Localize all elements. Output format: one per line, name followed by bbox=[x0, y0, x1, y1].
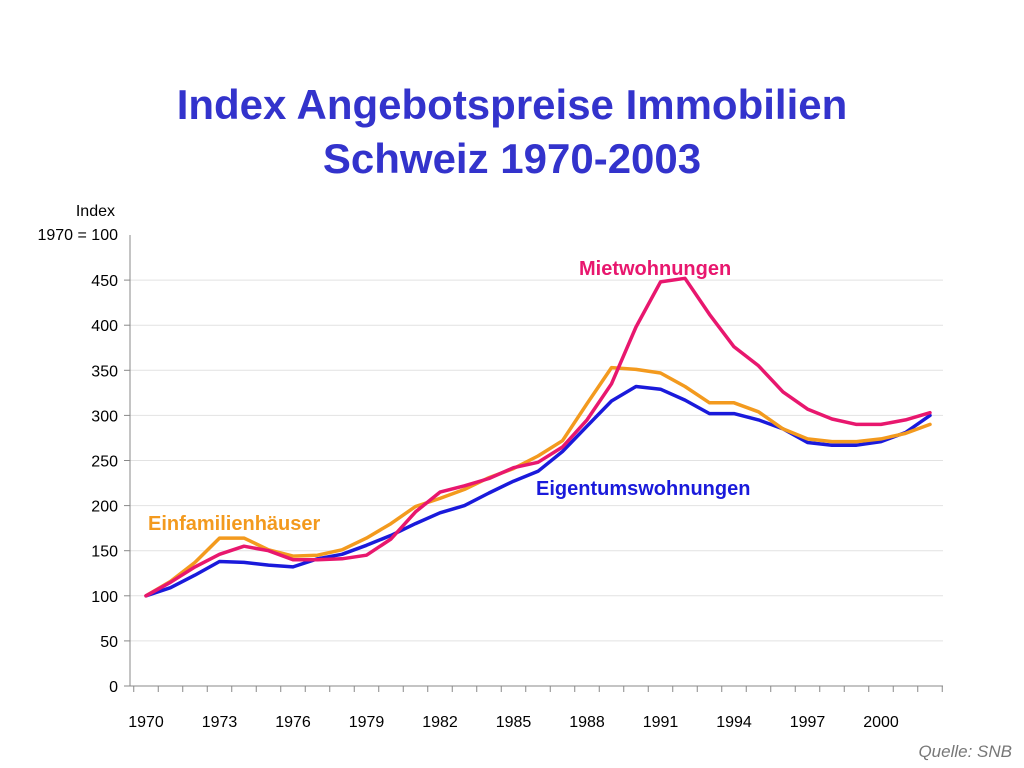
series-label-mietwohnungen: Mietwohnungen bbox=[579, 258, 731, 280]
y-tick-label: 0 bbox=[109, 679, 118, 696]
series-label-einfamilienhaeuser: Einfamilienhäuser bbox=[148, 513, 320, 535]
x-tick-label: 1985 bbox=[496, 714, 532, 731]
x-tick-label: 2000 bbox=[863, 714, 899, 731]
x-tick-label: 1997 bbox=[790, 714, 826, 731]
x-tick-label: 1991 bbox=[643, 714, 679, 731]
x-tick-label: 1976 bbox=[275, 714, 311, 731]
y-axis-unit-label-line2: 1970 = 100 bbox=[37, 227, 118, 244]
x-tick-label: 1982 bbox=[422, 714, 458, 731]
x-tick-label: 1970 bbox=[128, 714, 164, 731]
y-tick-label: 100 bbox=[91, 589, 118, 606]
chart-title: Index Angebotspreise Immobilien Schweiz … bbox=[0, 78, 1024, 186]
x-tick-label: 1988 bbox=[569, 714, 605, 731]
chart-title-line2: Schweiz 1970-2003 bbox=[322, 135, 702, 182]
series-label-eigentumswohnungen: Eigentumswohnungen bbox=[536, 478, 750, 500]
y-tick-label: 350 bbox=[91, 363, 118, 380]
y-tick-label: 250 bbox=[91, 454, 118, 471]
chart-title-line1: Index Angebotspreise Immobilien bbox=[176, 81, 848, 128]
series-line-eigentumswohnungen bbox=[144, 384, 932, 598]
y-tick-label: 300 bbox=[91, 408, 118, 425]
source-note: Quelle: SNB bbox=[918, 742, 1012, 761]
y-tick-label: 400 bbox=[91, 318, 118, 335]
x-tick-label: 1994 bbox=[716, 714, 752, 731]
gridlines bbox=[130, 279, 943, 642]
data-series bbox=[144, 276, 932, 598]
y-axis-unit-label-line1: Index bbox=[76, 203, 115, 220]
y-tick-labels: 0 50 100 150 200 250 300 350 400 450 bbox=[91, 273, 130, 696]
y-tick-label: 200 bbox=[91, 499, 118, 516]
x-tick-label: 1973 bbox=[202, 714, 238, 731]
y-tick-label: 150 bbox=[91, 544, 118, 561]
x-tick-label: 1979 bbox=[349, 714, 385, 731]
y-tick-label: 450 bbox=[91, 273, 118, 290]
x-tick-labels: 1970 1973 1976 1979 1982 1985 1988 1991 1994 1997… bbox=[128, 686, 943, 731]
series-line-mietwohnungen bbox=[144, 276, 932, 598]
y-tick-label: 50 bbox=[100, 634, 118, 651]
